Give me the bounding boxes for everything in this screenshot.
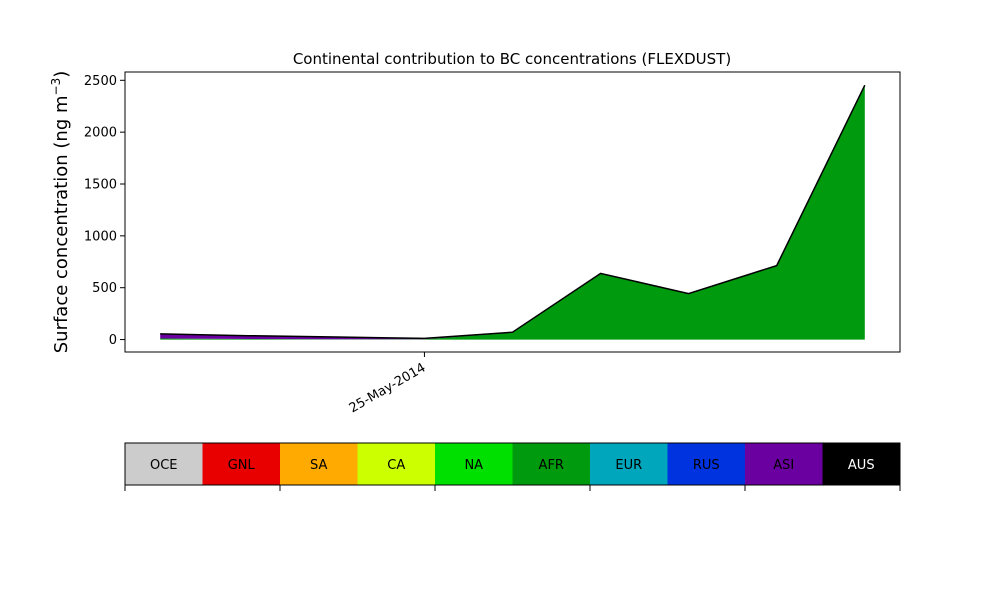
legend-label-asi: ASI [773, 458, 794, 473]
x-tick-label: 25-May-2014 [347, 360, 429, 416]
y-axis-label-main: Surface concentration (ng m [51, 95, 72, 353]
legend-label-afr: AFR [539, 458, 564, 473]
legend-label-gnl: GNL [228, 458, 256, 473]
legend-label-eur: EUR [615, 458, 642, 473]
area-series-group [160, 85, 865, 340]
legend-swatch-asi [745, 443, 823, 485]
legend-label-oce: OCE [150, 458, 178, 473]
chart-title: Continental contribution to BC concentra… [293, 50, 731, 68]
y-axis-label-sup: −3 [49, 78, 63, 96]
y-axis-label: Surface concentration (ng m−3) [49, 71, 72, 354]
colorbar-legend: OCE GNL SA CA NA AFR EUR RUS ASI AUS [124, 442, 901, 491]
y-axis-label-close: ) [51, 71, 72, 78]
legend-label-na: NA [464, 458, 483, 473]
x-axis: 25-May-2014 [347, 352, 429, 416]
area-series-afr [160, 85, 865, 340]
legend-label-sa: SA [310, 458, 327, 473]
legend-label-ca: CA [387, 458, 405, 473]
legend-swatch-oce [125, 443, 203, 485]
legend-swatch-aus [822, 443, 901, 485]
y-tick-label: 500 [92, 281, 117, 296]
area-outline-group [160, 84, 866, 340]
legend-swatch-rus [667, 443, 746, 485]
y-tick-label: 2000 [84, 126, 117, 141]
y-axis: 0 500 1000 1500 2000 2500 [84, 74, 125, 348]
legend-frame [124, 442, 901, 486]
legend-swatch-na [435, 443, 513, 485]
legend-swatch-ca [357, 443, 436, 485]
y-tick-label: 1500 [84, 178, 117, 193]
y-tick-label: 0 [109, 333, 117, 348]
legend-label-rus: RUS [693, 458, 720, 473]
area-top-outline [160, 84, 866, 340]
legend-swatch-sa [280, 443, 358, 485]
legend-swatch-eur [590, 443, 668, 485]
legend-swatch-gnl [202, 443, 281, 485]
y-tick-label: 1000 [84, 229, 117, 244]
legend-label-aus: AUS [848, 458, 875, 473]
y-tick-label: 2500 [84, 74, 117, 89]
plot-frame [124, 71, 901, 353]
legend-swatch-afr [512, 443, 591, 485]
